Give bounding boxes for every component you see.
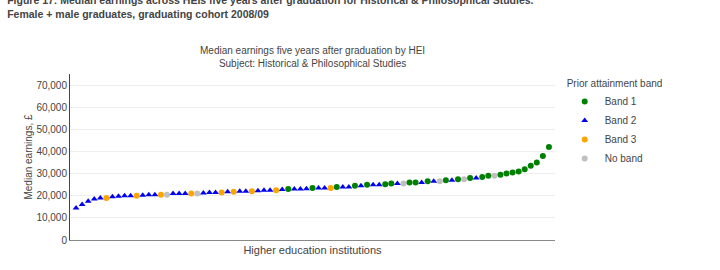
svg-text:50,000: 50,000 [36,124,67,135]
svg-text:Band 2: Band 2 [605,115,637,126]
svg-text:60,000: 60,000 [36,102,67,113]
svg-text:Figure 17: Median earnings acr: Figure 17: Median earnings across HEIs f… [7,0,533,20]
svg-text:0: 0 [61,235,67,246]
svg-text:Median earnings five years aft: Median earnings five years after graduat… [200,45,425,69]
svg-text:10,000: 10,000 [36,212,67,223]
svg-text:Median earnings, £: Median earnings, £ [23,114,34,199]
svg-text:40,000: 40,000 [36,146,67,157]
svg-text:Band 3: Band 3 [605,134,637,145]
svg-text:30,000: 30,000 [36,168,67,179]
svg-text:Band 1: Band 1 [605,96,637,107]
svg-text:No band: No band [605,153,643,164]
svg-text:70,000: 70,000 [36,80,67,91]
svg-text:20,000: 20,000 [36,190,67,201]
svg-text:Prior attainment band: Prior attainment band [567,78,663,89]
svg-text:Higher education institutions: Higher education institutions [243,244,382,256]
